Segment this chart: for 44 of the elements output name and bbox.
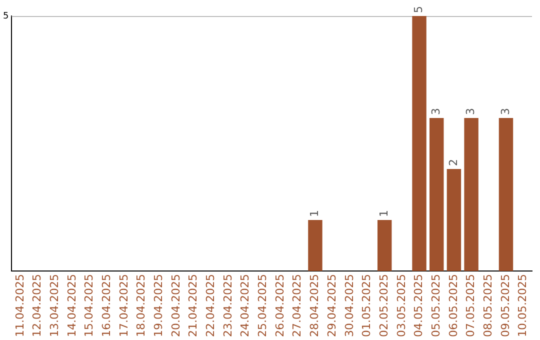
x-tick-label: 05.05.2025 [429, 274, 442, 338]
bar [498, 118, 514, 272]
x-tick-label: 15.04.2025 [82, 274, 96, 338]
x-tick-label: 01.05.2025 [360, 274, 374, 338]
data-label: 3 [498, 108, 512, 116]
x-tick-label: 21.04.2025 [186, 274, 200, 338]
x-tick-label: 04.05.2025 [412, 274, 426, 338]
x-tick-label: 19.04.2025 [152, 274, 165, 338]
x-tick-label: 13.04.2025 [48, 274, 61, 338]
x-tick-label: 08.05.2025 [482, 274, 495, 338]
x-tick-label: 03.05.2025 [394, 274, 408, 338]
x-tick-label: 09.05.2025 [498, 274, 512, 338]
x-tick-label: 29.04.2025 [325, 274, 338, 338]
data-label: 1 [308, 210, 322, 218]
x-tick-label: 28.04.2025 [308, 274, 322, 338]
x-tick-label: 24.04.2025 [238, 274, 252, 338]
data-label: 3 [429, 108, 442, 116]
x-tick-label: 07.05.2025 [464, 274, 478, 338]
bar [430, 118, 444, 272]
bar [308, 220, 322, 272]
x-tick-label: 22.04.2025 [204, 274, 218, 338]
x-tick-label: 14.04.2025 [65, 274, 78, 338]
x-tick-label: 17.04.2025 [117, 274, 130, 338]
bar [377, 220, 392, 272]
x-tick-label: 25.04.2025 [256, 274, 270, 338]
x-tick-label: 06.05.2025 [446, 274, 460, 338]
data-label: 5 [412, 6, 426, 13]
x-tick-label: 02.05.2025 [377, 274, 390, 338]
x-tick-label: 20.04.2025 [169, 274, 182, 338]
data-label: 1 [377, 210, 390, 218]
x-tick-label: 26.04.2025 [273, 274, 286, 338]
data-label: 2 [446, 159, 460, 166]
x-tick-label: 18.04.2025 [134, 274, 148, 338]
x-tick-label: 23.04.2025 [221, 274, 234, 338]
x-tick-label: 10.05.2025 [516, 274, 530, 338]
x-tick-label: 11.04.2025 [13, 274, 26, 338]
bar [446, 169, 462, 272]
x-tick-label: 30.04.2025 [342, 274, 356, 338]
x-tick-label: 27.04.2025 [290, 274, 304, 338]
x-tick-label: 12.04.2025 [30, 274, 44, 338]
bar [464, 118, 478, 272]
data-label: 3 [464, 108, 478, 116]
bar [412, 16, 426, 272]
x-tick-label: 16.04.2025 [100, 274, 113, 338]
